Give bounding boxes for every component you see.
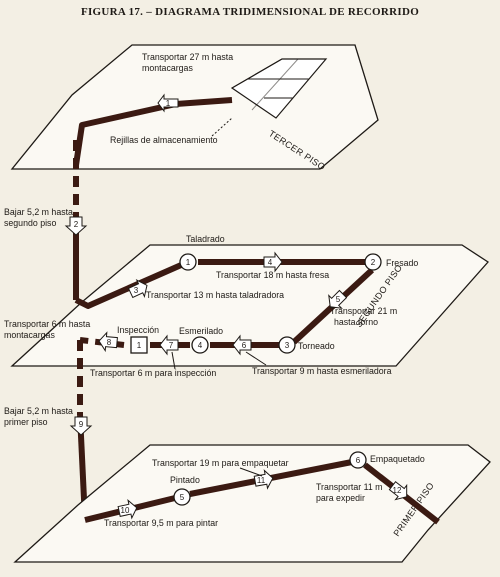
operation-num-3: 3 xyxy=(285,341,290,350)
transport-num-6: 6 xyxy=(242,341,247,350)
label-down-2-line1: Bajar 5,2 m hasta xyxy=(4,406,73,416)
label-torneado: Torneado xyxy=(298,341,335,351)
label-transport-6-insp: Transportar 6 m para inspección xyxy=(90,368,216,378)
label-down-1-line2: segundo piso xyxy=(4,218,56,228)
operation-2-fresado xyxy=(364,253,382,271)
transport-arrow-2 xyxy=(64,216,88,236)
label-racks: Rejillas de almacenamiento xyxy=(110,135,218,145)
transport-num-5: 5 xyxy=(336,295,341,304)
label-transport-9: Transportar 9 m hasta esmeriladora xyxy=(252,366,392,376)
label-transport-27-line1: Transportar 27 m hasta xyxy=(142,52,233,62)
label-transport-6-mont-line2: montacargas xyxy=(4,330,55,340)
label-down-1-line1: Bajar 5,2 m hasta xyxy=(4,207,73,217)
transport-num-7: 7 xyxy=(169,341,174,350)
label-transport-21-line2: hasta torno xyxy=(334,317,378,327)
label-transport-19: Transportar 19 m para empaquetar xyxy=(152,458,289,468)
operation-num-2: 2 xyxy=(371,258,376,267)
label-fresado: Fresado xyxy=(386,258,418,268)
label-transport-11-line2: para expedir xyxy=(316,493,365,503)
label-transport-27-line2: montacargas xyxy=(142,63,193,73)
inspection-square xyxy=(130,336,148,354)
transport-arrow-11 xyxy=(253,469,274,490)
operation-num-4: 4 xyxy=(198,341,203,350)
operation-1-taladrado xyxy=(179,253,197,271)
transport-arrow-10 xyxy=(117,499,138,520)
transport-arrow-12 xyxy=(388,481,408,501)
label-down-2-line2: primer piso xyxy=(4,417,48,427)
operation-4-esmerilado xyxy=(191,336,209,354)
transport-num-4: 4 xyxy=(268,258,273,267)
label-transport-13: Transportar 13 m hasta taladradora xyxy=(146,290,284,300)
operation-num-1: 1 xyxy=(186,258,191,267)
transport-arrow-6 xyxy=(232,334,252,356)
transport-num-8: 8 xyxy=(107,338,112,347)
transport-arrow-9 xyxy=(69,416,93,436)
transport-arrow-4 xyxy=(263,251,283,273)
figure-title: FIGURA 17. – DIAGRAMA TRIDIMENSIONAL DE … xyxy=(80,6,420,18)
operation-3-torneado xyxy=(278,336,296,354)
label-transport-18: Transportar 18 m hasta fresa xyxy=(216,270,329,280)
transport-num-3: 3 xyxy=(134,286,139,295)
transport-num-12: 12 xyxy=(393,486,402,495)
third-floor-plane xyxy=(10,44,379,170)
operation-num-6: 6 xyxy=(356,456,361,465)
label-pintado: Pintado xyxy=(170,475,200,485)
transport-arrow-5 xyxy=(328,289,348,309)
path-to-taladrado xyxy=(74,259,190,309)
first-floor-plane xyxy=(13,444,491,563)
label-transport-9-5: Transportar 9,5 m para pintar xyxy=(104,518,218,528)
operation-6-empaquetado xyxy=(349,451,367,469)
transport-arrow-3 xyxy=(127,279,148,299)
label-taladrado: Taladrado xyxy=(186,234,225,244)
label-inspeccion: Inspección xyxy=(117,325,159,335)
transport-num-1: 1 xyxy=(166,99,171,108)
label-transport-21-line1: Transportar 21 m xyxy=(330,306,397,316)
storage-racks xyxy=(230,58,328,119)
transport-num-9: 9 xyxy=(79,420,84,429)
transport-num-10: 10 xyxy=(121,506,130,515)
transport-arrow-8 xyxy=(98,331,118,353)
operation-num-5: 5 xyxy=(180,493,185,502)
transport-num-2: 2 xyxy=(74,220,79,229)
label-transport-6-mont-line1: Transportar 6 m hasta xyxy=(4,319,90,329)
operation-5-pintado xyxy=(173,488,191,506)
transport-arrow-7 xyxy=(159,334,179,356)
transport-arrow-1 xyxy=(157,93,179,113)
transport-num-11: 11 xyxy=(257,476,266,485)
label-empaquetado: Empaquetado xyxy=(370,454,425,464)
inspection-num: 1 xyxy=(137,341,142,350)
label-esmerilado: Esmerilado xyxy=(179,326,223,336)
label-transport-11-line1: Transportar 11 m xyxy=(316,482,383,492)
